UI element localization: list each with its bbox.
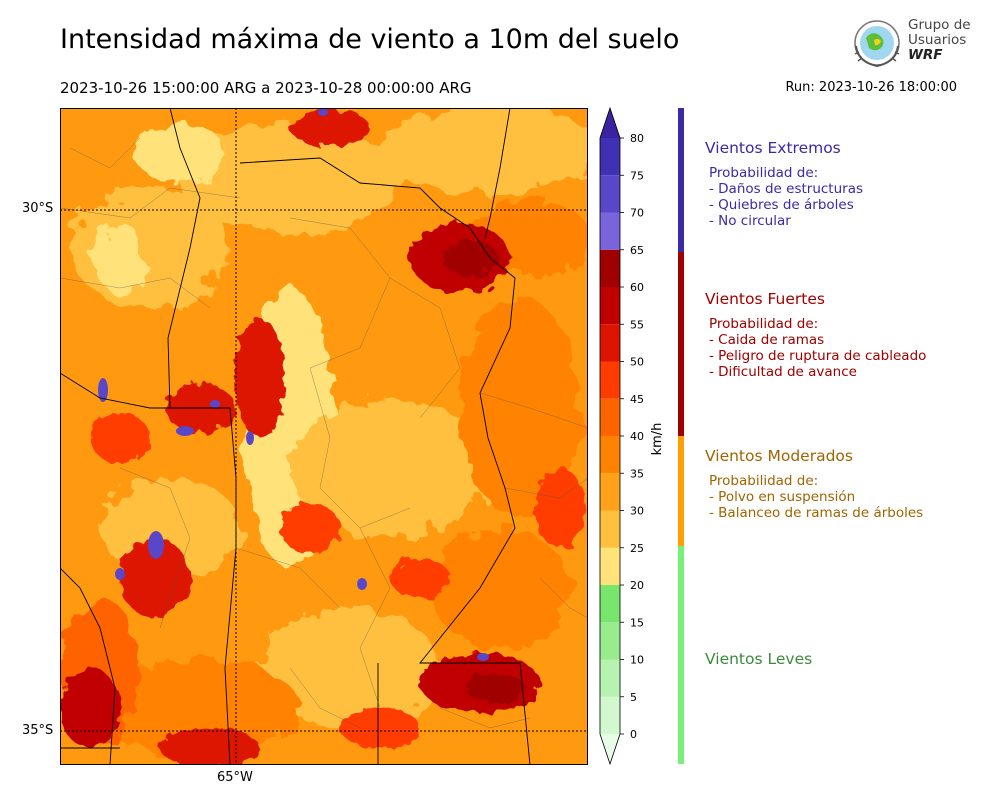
legend-category-title: Vientos Fuertes	[705, 290, 825, 308]
colorbar-tick-label: 10	[630, 654, 644, 667]
legend-description-line: - Daños de estructuras	[709, 181, 864, 197]
colorbar-segment	[600, 324, 620, 362]
colorbar-segment	[600, 398, 620, 436]
legend-category-description: Probabilidad de: - Polvo en suspensión - B…	[709, 473, 923, 521]
colorbar-tick-label: 65	[630, 244, 644, 257]
legend-description-line: Probabilidad de:	[709, 316, 819, 332]
colorbar-tick-label: 70	[630, 207, 644, 220]
lat-label-30s: 30°S	[22, 201, 54, 216]
legend-description-line: Probabilidad de:	[709, 165, 819, 181]
legend-color-bar	[678, 546, 684, 764]
colorbar-segment	[600, 212, 620, 250]
province-borders	[60, 108, 531, 765]
colorbar-tick-label: 5	[630, 691, 637, 704]
legend-description-line: - Quiebres de árboles	[709, 197, 854, 213]
legend-description-line: - Dificultad de avance	[709, 364, 857, 380]
logo-text-3: WRF	[908, 47, 943, 63]
colorbar-tick-label: 30	[630, 505, 644, 518]
colorbar-segment	[600, 473, 620, 511]
colorbar: 0 5 10 15 20 25 30 35 40 45 50 55 60 65 70 75 80 km/h	[599, 106, 665, 766]
colorbar-tick-label: 75	[630, 169, 644, 182]
globe-logo-icon	[854, 20, 900, 68]
colorbar-segment	[600, 510, 620, 548]
colorbar-segment	[600, 734, 620, 764]
legend-color-bar	[678, 108, 684, 252]
colorbar-tick-label: 15	[630, 616, 644, 629]
colorbar-tick-label: 0	[630, 728, 637, 741]
colorbar-tick-label: 45	[630, 393, 644, 406]
wrf-logo: Grupo de Usuarios WRF	[848, 16, 973, 74]
legend-description-line: - Balanceo de ramas de árboles	[709, 505, 924, 521]
colorbar-tick-label: 25	[630, 542, 644, 555]
lon-label-65w: 65°W	[217, 770, 253, 785]
wind-map	[60, 108, 588, 765]
colorbar-tick-label: 60	[630, 281, 644, 294]
legend-description-line: - No circular	[709, 213, 791, 229]
colorbar-segment	[600, 138, 620, 176]
colorbar-segment	[600, 287, 620, 325]
colorbar-segment	[600, 622, 620, 660]
colorbar-tick-label: 35	[630, 467, 644, 480]
legend-description-line: - Polvo en suspensión	[709, 489, 856, 505]
colorbar-tick-label: 80	[630, 132, 644, 145]
legend-category-description: Probabilidad de: - Daños de estructuras - …	[709, 165, 863, 229]
legend-color-bar	[678, 436, 684, 546]
legend-description-line: Probabilidad de:	[709, 473, 819, 489]
colorbar-segment	[600, 585, 620, 623]
legend-color-bar	[678, 252, 684, 436]
colorbar-tick-label: 20	[630, 579, 644, 592]
colorbar-tick-label: 50	[630, 356, 644, 369]
logo-text-2: Usuarios	[908, 32, 967, 48]
department-borders	[60, 137, 588, 729]
logo-text-1: Grupo de	[908, 17, 971, 33]
colorbar-segments	[599, 106, 621, 766]
map-frame	[60, 108, 588, 765]
colorbar-segment	[600, 175, 620, 213]
colorbar-unit-label: km/h	[650, 423, 665, 456]
lat-label-35s: 35°S	[22, 723, 54, 738]
colorbar-segment	[600, 696, 620, 734]
graticule	[60, 108, 588, 765]
legend-category-title: Vientos Extremos	[705, 139, 841, 157]
legend-category-title: Vientos Leves	[705, 650, 813, 668]
legend-category-title: Vientos Moderados	[705, 447, 853, 465]
colorbar-segment	[600, 659, 620, 697]
colorbar-segment	[600, 108, 620, 138]
wind-category-legend: Vientos Extremos Probabilidad de: - Daños …	[676, 108, 996, 768]
forecast-period: 2023-10-26 15:00:00 ARG a 2023-10-28 00:…	[60, 79, 472, 97]
colorbar-segment	[600, 361, 620, 399]
wind-field-extreme	[98, 108, 489, 661]
colorbar-segment	[600, 436, 620, 474]
legend-description-line: - Caida de ramas	[709, 332, 825, 348]
legend-description-line: - Peligro de ruptura de cableado	[709, 348, 927, 364]
legend-category-description: Probabilidad de: - Caida de ramas - Peligr…	[709, 316, 926, 380]
colorbar-tick-label: 55	[630, 318, 644, 331]
chart-title: Intensidad máxima de viento a 10m del su…	[60, 24, 680, 55]
colorbar-segment	[600, 547, 620, 585]
colorbar-segment	[600, 249, 620, 287]
run-time: Run: 2023-10-26 18:00:00	[785, 80, 957, 95]
wind-field-strong	[60, 110, 585, 765]
colorbar-ticks: 0 5 10 15 20 25 30 35 40 45 50 55 60 65 70 75 80	[620, 132, 644, 741]
colorbar-tick-label: 40	[630, 430, 644, 443]
wind-field-moderate	[60, 108, 588, 758]
